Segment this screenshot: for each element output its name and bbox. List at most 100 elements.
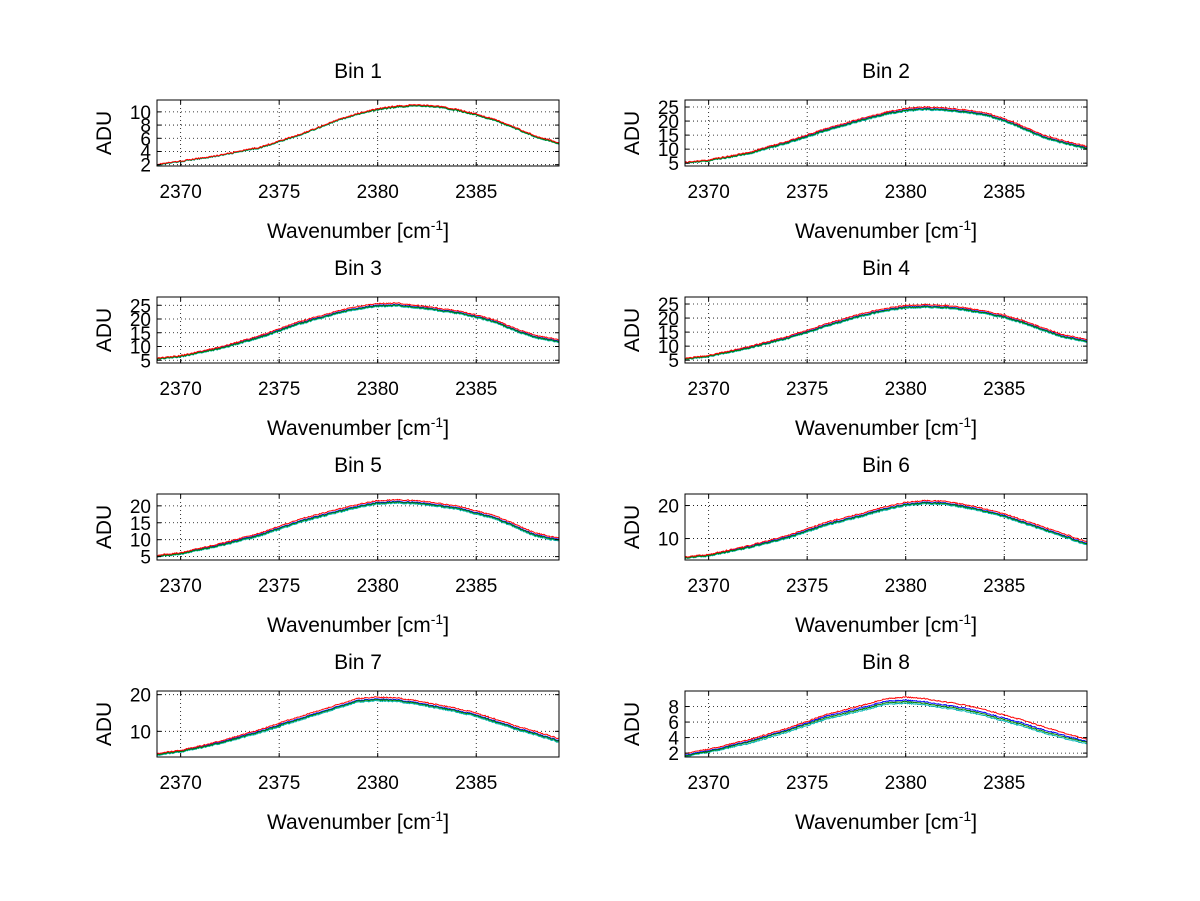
y-tick-label: 15 bbox=[130, 514, 151, 535]
series-line-3 bbox=[684, 107, 1088, 164]
series-line-1 bbox=[684, 699, 1088, 756]
x-tick-label: 2370 bbox=[160, 182, 202, 203]
series-line-3 bbox=[684, 501, 1088, 559]
x-axis-label: Wavenumber [cm-1] bbox=[267, 217, 449, 243]
x-tick-label: 2380 bbox=[885, 379, 927, 400]
subplot-title: Bin 4 bbox=[862, 257, 910, 280]
series-line-4 bbox=[684, 499, 1088, 558]
axes-box bbox=[684, 493, 1088, 561]
x-tick-label: 2375 bbox=[258, 379, 300, 400]
series-line-4 bbox=[156, 302, 560, 360]
y-axis-label: ADU bbox=[621, 111, 644, 155]
subplot-title: Bin 8 bbox=[862, 651, 910, 674]
series-line-3 bbox=[684, 305, 1088, 361]
y-tick-label: 20 bbox=[130, 310, 151, 331]
x-tick-label: 2375 bbox=[258, 773, 300, 794]
y-tick-label: 20 bbox=[130, 497, 151, 518]
series-line-2 bbox=[684, 108, 1088, 165]
x-tick-label: 2370 bbox=[688, 379, 730, 400]
y-tick-label: 10 bbox=[658, 140, 679, 161]
y-tick-label: 20 bbox=[658, 112, 679, 133]
x-tick-label: 2375 bbox=[786, 576, 828, 597]
axes-box bbox=[156, 690, 560, 758]
y-axis-label: ADU bbox=[621, 308, 644, 352]
series-line-2 bbox=[684, 502, 1088, 560]
x-tick-label: 2380 bbox=[885, 182, 927, 203]
x-axis-label: Wavenumber [cm-1] bbox=[795, 808, 977, 834]
y-axis-label: ADU bbox=[621, 702, 644, 746]
y-axis-label: ADU bbox=[93, 308, 116, 352]
series-line-4 bbox=[156, 104, 560, 166]
series-line-1 bbox=[156, 698, 559, 756]
y-axis-label: ADU bbox=[93, 505, 116, 549]
x-tick-label: 2385 bbox=[983, 182, 1025, 203]
y-tick-label: 20 bbox=[130, 686, 151, 707]
axes-box bbox=[156, 296, 560, 364]
y-tick-label: 10 bbox=[130, 103, 151, 124]
axes-box bbox=[684, 690, 1088, 758]
x-axis-label: Wavenumber [cm-1] bbox=[267, 808, 449, 834]
x-tick-label: 2380 bbox=[357, 379, 399, 400]
axes-box bbox=[684, 296, 1088, 364]
subplot-title: Bin 3 bbox=[334, 257, 382, 280]
x-tick-label: 2385 bbox=[983, 379, 1025, 400]
y-tick-label: 15 bbox=[658, 126, 679, 147]
series-line-2 bbox=[684, 702, 1088, 758]
y-tick-label: 10 bbox=[130, 531, 151, 552]
x-tick-label: 2385 bbox=[983, 773, 1025, 794]
series-line-4 bbox=[684, 105, 1088, 164]
y-axis-label: ADU bbox=[93, 702, 116, 746]
x-tick-label: 2370 bbox=[160, 773, 202, 794]
y-axis-label: ADU bbox=[93, 111, 116, 155]
subplot-title: Bin 5 bbox=[334, 454, 382, 477]
y-tick-label: 10 bbox=[658, 337, 679, 358]
y-tick-label: 2 bbox=[668, 744, 679, 765]
series-line-4 bbox=[156, 498, 560, 557]
x-tick-label: 2370 bbox=[160, 576, 202, 597]
y-tick-label: 6 bbox=[668, 713, 679, 734]
y-tick-label: 8 bbox=[140, 116, 151, 137]
x-axis-label: Wavenumber [cm-1] bbox=[267, 611, 449, 637]
x-tick-label: 2370 bbox=[688, 576, 730, 597]
x-axis-label: Wavenumber [cm-1] bbox=[795, 217, 977, 243]
x-tick-label: 2385 bbox=[455, 182, 497, 203]
y-tick-label: 10 bbox=[130, 338, 151, 359]
axes-box bbox=[684, 99, 1088, 167]
y-tick-label: 20 bbox=[658, 309, 679, 330]
series-line-1 bbox=[156, 500, 560, 557]
y-tick-label: 10 bbox=[130, 722, 151, 743]
y-tick-label: 10 bbox=[658, 530, 679, 551]
series-line-3 bbox=[156, 501, 560, 558]
series-line-4 bbox=[684, 303, 1088, 360]
subplot-title: Bin 7 bbox=[334, 651, 382, 674]
y-tick-label: 5 bbox=[140, 548, 151, 569]
x-tick-label: 2375 bbox=[786, 182, 828, 203]
y-tick-label: 15 bbox=[130, 324, 151, 345]
y-tick-label: 5 bbox=[668, 351, 679, 372]
y-tick-label: 2 bbox=[140, 156, 151, 177]
series-line-4 bbox=[684, 696, 1088, 755]
series-line-3 bbox=[156, 698, 560, 756]
y-tick-label: 5 bbox=[140, 351, 151, 372]
series-line-4 bbox=[156, 696, 559, 755]
x-tick-label: 2370 bbox=[688, 773, 730, 794]
x-axis-label: Wavenumber [cm-1] bbox=[795, 414, 977, 440]
y-tick-label: 25 bbox=[130, 296, 151, 317]
series-line-2 bbox=[156, 699, 560, 757]
y-tick-label: 15 bbox=[658, 323, 679, 344]
subplot-bin-7: Bin 7 2370 2375 2380 2385 10 20 Wavenumber [cm-… bbox=[93, 651, 560, 834]
y-axis-label: ADU bbox=[621, 505, 644, 549]
series-line-2 bbox=[156, 305, 560, 361]
x-tick-label: 2385 bbox=[455, 379, 497, 400]
series-line-3 bbox=[684, 700, 1088, 757]
axes-box bbox=[156, 99, 560, 167]
x-tick-label: 2375 bbox=[786, 773, 828, 794]
y-tick-label: 20 bbox=[658, 497, 679, 518]
y-tick-label: 5 bbox=[668, 154, 679, 175]
x-tick-label: 2385 bbox=[455, 773, 497, 794]
